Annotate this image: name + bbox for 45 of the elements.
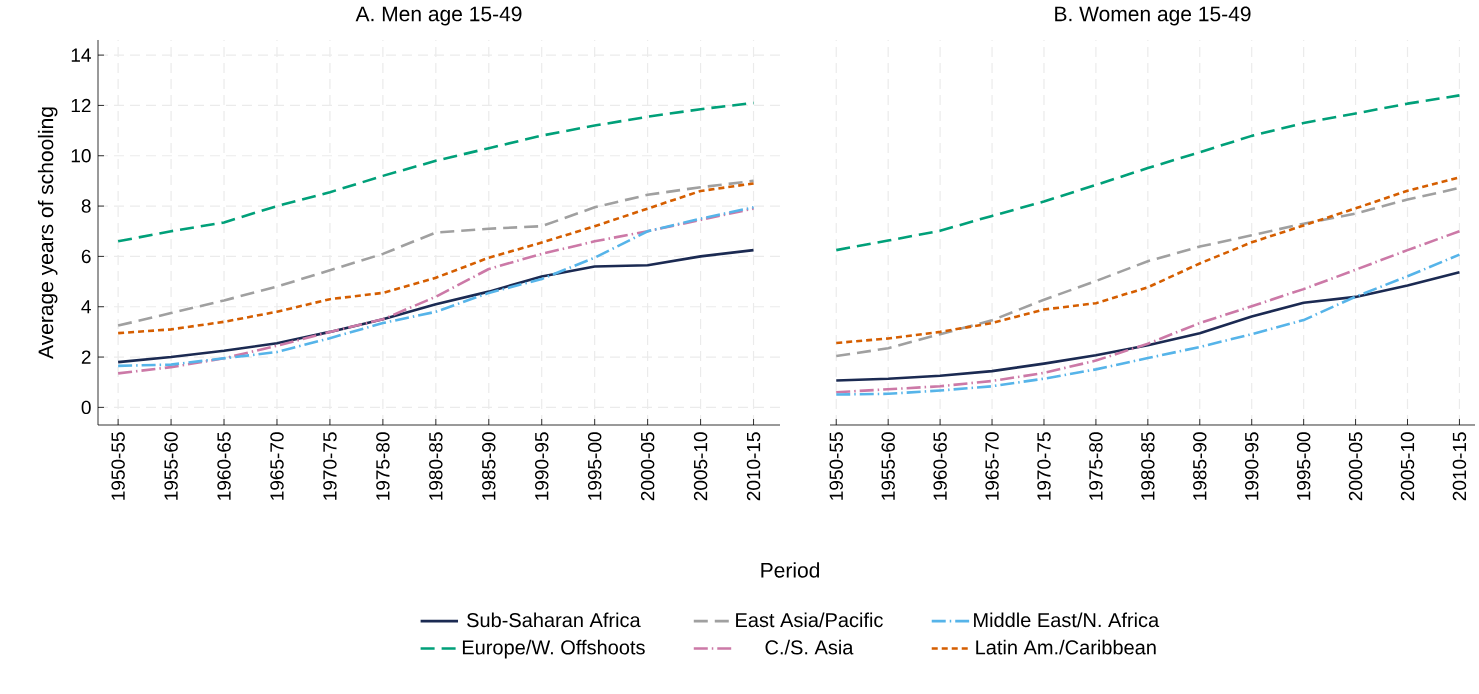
- legend-label: Europe/W. Offshoots: [462, 639, 645, 659]
- x-tick-label: 1990-95: [535, 432, 549, 500]
- x-tick-label: 2000-05: [1348, 432, 1363, 501]
- x-tick-label: 1965-70: [985, 432, 999, 500]
- x-tick-label: 1985-90: [1193, 432, 1207, 500]
- y-tick-label: 0: [81, 400, 91, 415]
- legend-label: Sub-Saharan Africa: [467, 612, 641, 628]
- x-tick-label: 1985-90: [482, 432, 496, 500]
- x-tick-label: 2005-10: [1400, 432, 1415, 501]
- x-tick-label: 1955-60: [164, 432, 178, 500]
- x-tick-label: 1970-75: [1037, 432, 1051, 500]
- x-tick-label: 1990-95: [1244, 432, 1259, 500]
- x-tick-label: 1975-80: [376, 432, 390, 500]
- y-tick-label: 6: [81, 249, 91, 264]
- x-tick-label: 1950-55: [111, 432, 125, 500]
- x-tick-label: 2010-15: [746, 432, 761, 501]
- x-tick-label: 1960-65: [217, 432, 231, 500]
- legend-label: Latin Am./Caribbean: [976, 639, 1156, 655]
- chart-title: A. Men age 15-49: [355, 6, 522, 26]
- x-tick-label: 1965-70: [270, 432, 284, 500]
- x-tick-label: 1995-00: [1296, 432, 1311, 500]
- x-tick-label: 1975-80: [1089, 432, 1103, 500]
- y-tick-label: 10: [71, 149, 91, 163]
- legend-label: East Asia/Pacific: [736, 612, 883, 628]
- legend-label: C./S. Asia: [765, 639, 854, 655]
- y-tick-label: 2: [81, 350, 91, 364]
- x-tick-label: 2000-05: [640, 432, 655, 501]
- y-tick-label: 4: [81, 300, 91, 314]
- x-tick-label: 1950-55: [829, 432, 843, 500]
- x-tick-label: 1980-85: [429, 432, 443, 500]
- x-axis-title: Period: [761, 562, 820, 578]
- x-tick-label: 1955-60: [881, 432, 895, 500]
- x-tick-label: 2005-10: [693, 432, 708, 501]
- x-tick-label: 1980-85: [1141, 432, 1155, 500]
- y-tick-label: 12: [71, 98, 91, 113]
- x-tick-label: 1960-65: [933, 432, 947, 500]
- y-tick-label: 14: [71, 48, 91, 62]
- x-tick-label: 2010-15: [1452, 432, 1467, 501]
- y-tick-label: 8: [81, 199, 91, 213]
- legend-label: Middle East/N. Africa: [974, 612, 1160, 628]
- x-tick-label: 1995-00: [587, 432, 602, 500]
- y-axis-title: Average years of schooling: [37, 107, 58, 359]
- chart-title: B. Women age 15-49: [1055, 6, 1251, 26]
- line-series: [116, 101, 755, 243]
- x-tick-label: 1970-75: [323, 432, 337, 500]
